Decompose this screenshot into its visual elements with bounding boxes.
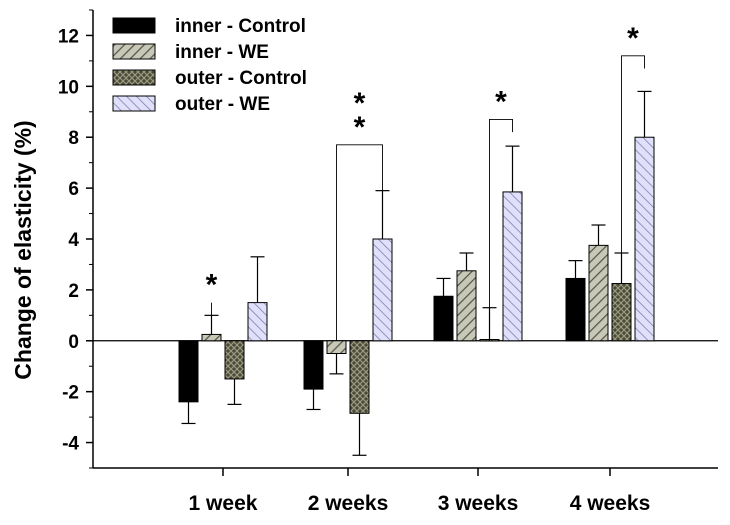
significance-star: * <box>206 269 218 302</box>
plot-area: -4 -2 0 2 4 6 8 10 12 1 week 2 weeks 3 weeks 4 weeks… <box>58 9 718 515</box>
legend-label: outer - WE <box>175 94 270 115</box>
y-tick-label: 8 <box>68 128 79 149</box>
bar <box>502 191 523 342</box>
significance-star: * <box>354 111 366 144</box>
y-tick-label: 10 <box>58 77 79 98</box>
bar <box>565 277 586 342</box>
bar <box>634 136 655 342</box>
x-tick-label: 3 weeks <box>438 492 519 515</box>
x-tick-label: 1 week <box>189 492 258 515</box>
x-tick-label: 2 weeks <box>308 492 389 515</box>
legend-swatch <box>112 43 156 60</box>
bar <box>433 295 454 342</box>
bar <box>372 238 393 342</box>
bar <box>303 340 324 390</box>
bar <box>224 340 245 380</box>
significance-star: * <box>495 85 507 118</box>
significance-star: * <box>354 87 366 120</box>
bar <box>588 244 609 342</box>
y-tick-label: 12 <box>58 26 79 47</box>
legend-label: outer - Control <box>175 68 307 89</box>
bar <box>326 340 347 354</box>
legend-swatch <box>112 95 156 112</box>
legend-swatch <box>112 69 156 86</box>
significance-bracket <box>336 144 383 341</box>
y-tick-label: -4 <box>62 434 79 455</box>
significance-bracket <box>489 118 513 341</box>
legend-swatch <box>112 17 156 34</box>
significance-star: * <box>627 22 639 55</box>
legend-label: inner - WE <box>175 42 269 63</box>
bar <box>456 270 477 342</box>
bar <box>247 302 268 342</box>
bar <box>349 340 370 414</box>
y-tick-label: 0 <box>68 332 79 353</box>
y-tick-label: 6 <box>68 179 79 200</box>
y-tick-label: 2 <box>68 281 79 302</box>
legend-label: inner - Control <box>175 16 306 37</box>
x-tick-label: 4 weeks <box>570 492 651 515</box>
y-tick-label: 4 <box>68 230 79 251</box>
bar <box>201 333 222 342</box>
y-tick-label: -2 <box>62 383 79 404</box>
bar <box>611 283 632 342</box>
y-axis-title: Change of elasticity (%) <box>10 120 36 379</box>
significance-bracket <box>621 55 645 267</box>
bar <box>178 340 199 403</box>
